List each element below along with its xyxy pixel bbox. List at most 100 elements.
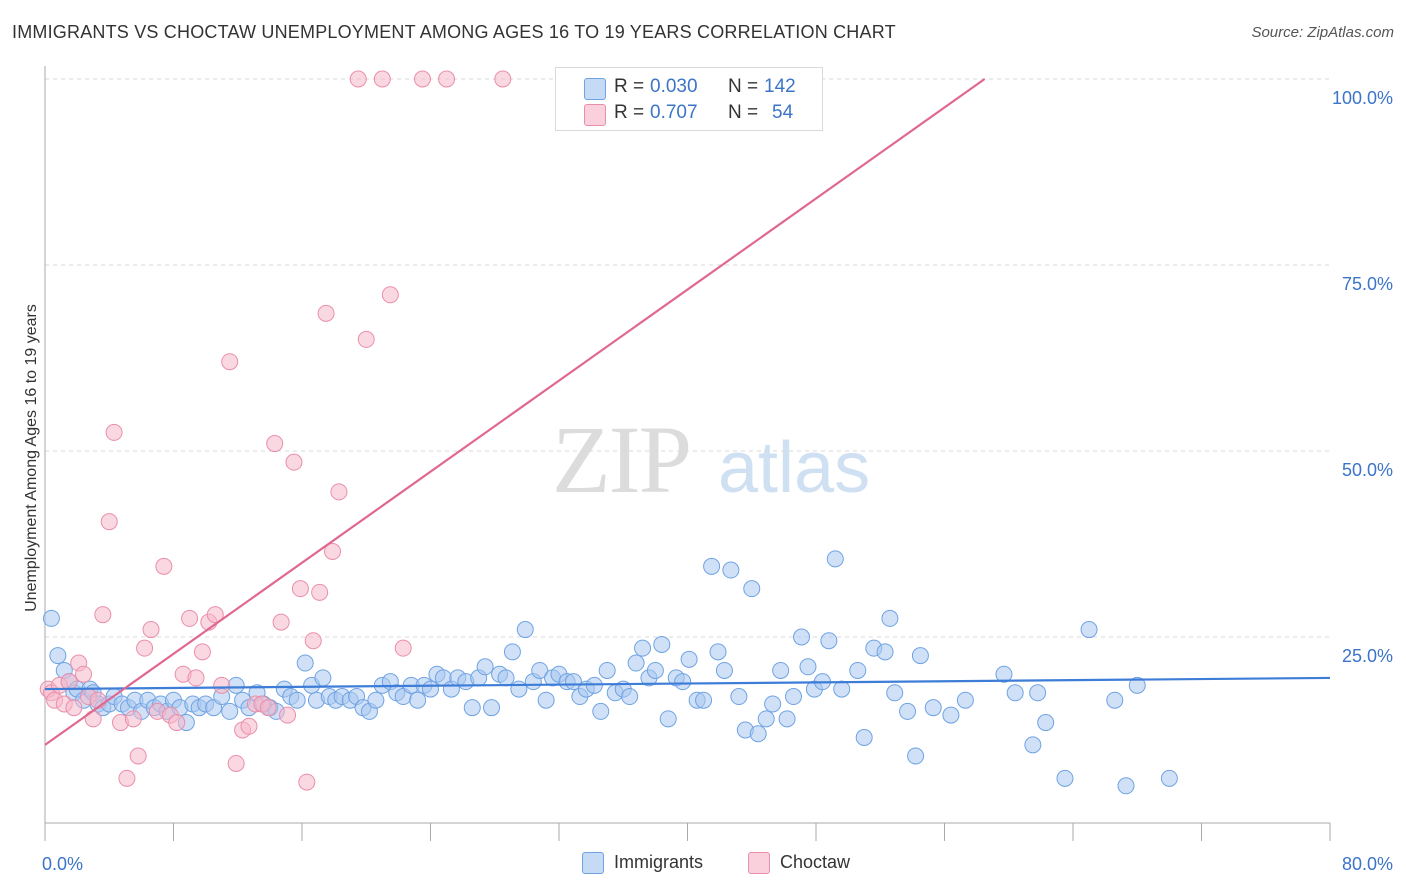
choctaw-point [221, 353, 239, 371]
x-ticks [44, 823, 1331, 841]
immigrants-point [1128, 676, 1146, 694]
watermark-zip: ZIP [552, 406, 690, 513]
immigrants-point [1080, 621, 1098, 639]
choctaw-point [129, 747, 147, 765]
immigrants-point [476, 658, 494, 676]
choctaw-point [324, 542, 342, 560]
choctaw-point [142, 621, 160, 639]
immigrants-point [995, 665, 1013, 683]
immigrants-point [911, 647, 929, 665]
immigrants-point [764, 695, 782, 713]
immigrants-legend-swatch [582, 852, 604, 874]
r-value: 0.707 [650, 102, 698, 123]
trend-lines [44, 78, 1331, 746]
choctaw-point [227, 754, 245, 772]
immigrants-point [659, 710, 677, 728]
immigrants-point [627, 654, 645, 672]
immigrants-point [956, 691, 974, 709]
choctaw-legend-swatch [748, 852, 770, 874]
watermark-atlas: atlas [718, 428, 870, 508]
choctaw-point [75, 665, 93, 683]
choctaw-point [413, 70, 431, 88]
immigrants-point [709, 643, 727, 661]
immigrants-point [483, 699, 501, 717]
n-label: N = [728, 102, 759, 123]
immigrants-point [730, 688, 748, 706]
immigrants-point [1029, 684, 1047, 702]
choctaw-point [494, 70, 512, 88]
choctaw-point [168, 714, 186, 732]
immigrants-point [680, 650, 698, 668]
immigrants-point [227, 676, 245, 694]
choctaw-point [105, 423, 123, 441]
immigrants-point [221, 702, 239, 720]
choctaw-point [136, 639, 154, 657]
choctaw-point [187, 669, 205, 687]
choctaw-point [291, 580, 309, 598]
choctaw-point [84, 710, 102, 728]
immigrants-point [722, 561, 740, 579]
immigrants-point [907, 747, 925, 765]
immigrants-point [695, 691, 713, 709]
choctaw-point [266, 435, 284, 453]
choctaw-point [206, 606, 224, 624]
choctaw-point [100, 513, 118, 531]
immigrants-point [42, 609, 60, 627]
immigrants-swatch [584, 78, 606, 100]
x-tick-labels: 0.0% 80.0% [42, 854, 1393, 874]
immigrants-point [924, 699, 942, 717]
choctaw-point [240, 717, 258, 735]
choctaw-point [394, 639, 412, 657]
r-label: R = [614, 76, 645, 97]
immigrants-point [1037, 714, 1055, 732]
immigrants-point [503, 643, 521, 661]
immigrants-point [49, 647, 67, 665]
immigrants-point [653, 635, 671, 653]
choctaw-point [272, 613, 290, 631]
immigrants-point [757, 710, 775, 728]
immigrants-point [793, 628, 811, 646]
immigrants-point [881, 609, 899, 627]
choctaw-point [381, 286, 399, 304]
choctaw-point [285, 453, 303, 471]
choctaw-point [311, 583, 329, 601]
immigrants-point [1056, 769, 1074, 787]
immigrants-point [833, 680, 851, 698]
y-tick-label: 25.0% [1342, 646, 1393, 666]
choctaw-point [181, 609, 199, 627]
choctaw-points [39, 70, 512, 791]
immigrants-point [510, 680, 528, 698]
immigrants-point [899, 702, 917, 720]
choctaw-point [193, 643, 211, 661]
legend-choctaw: Choctaw [780, 852, 851, 872]
watermark: ZIP atlas [552, 406, 870, 513]
r-value: 0.030 [650, 76, 698, 97]
immigrants-point [1024, 736, 1042, 754]
choctaw-point [124, 710, 142, 728]
stats-legend: R = 0.030 N = 142 R = 0.707 N = 54 [555, 67, 823, 131]
legend-immigrants: Immigrants [614, 852, 704, 872]
choctaw-point [330, 483, 348, 501]
immigrants-point [703, 557, 721, 575]
n-label: N = [728, 76, 759, 97]
n-value: 142 [764, 76, 796, 97]
choctaw-point [89, 691, 107, 709]
immigrants-point [849, 661, 867, 679]
x-tick-label: 0.0% [42, 854, 83, 874]
immigrants-point [634, 639, 652, 657]
immigrants-point [621, 688, 639, 706]
immigrants-point [409, 691, 427, 709]
immigrants-point [674, 673, 692, 691]
choctaw-point [94, 606, 112, 624]
immigrants-point [422, 680, 439, 698]
immigrants-point [1006, 684, 1024, 702]
x-tick-label: 80.0% [1342, 854, 1393, 874]
r-label: R = [614, 102, 645, 123]
immigrants-point [799, 658, 817, 676]
immigrants-point [942, 706, 960, 724]
choctaw-point [155, 557, 173, 575]
source-label: Source: ZipAtlas.com [1251, 24, 1394, 41]
choctaw-point [65, 699, 83, 717]
immigrants-point [516, 621, 534, 639]
